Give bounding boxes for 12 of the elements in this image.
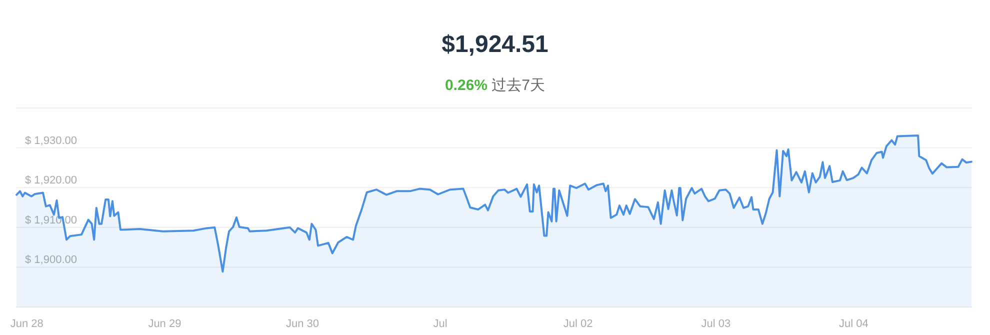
y-tick-label: $ 1,900.00: [25, 254, 77, 266]
chart-subtitle: 0.26% 过去7天: [444, 77, 546, 94]
x-tick-label: Jul: [433, 318, 448, 330]
x-tick-label: Jul 04: [839, 318, 868, 330]
x-tick-label: Jun 28: [10, 318, 44, 330]
x-tick-label: Jul 02: [563, 318, 593, 330]
y-tick-label: $ 1,930.00: [25, 134, 77, 147]
x-tick-label: Jun 29: [148, 318, 182, 330]
chart-title: $1,924.51: [442, 31, 548, 58]
x-tick-label: Jun 30: [286, 318, 320, 330]
x-tick-label: Jul 03: [701, 318, 731, 330]
y-tick-label: $ 1,920.00: [25, 174, 77, 187]
